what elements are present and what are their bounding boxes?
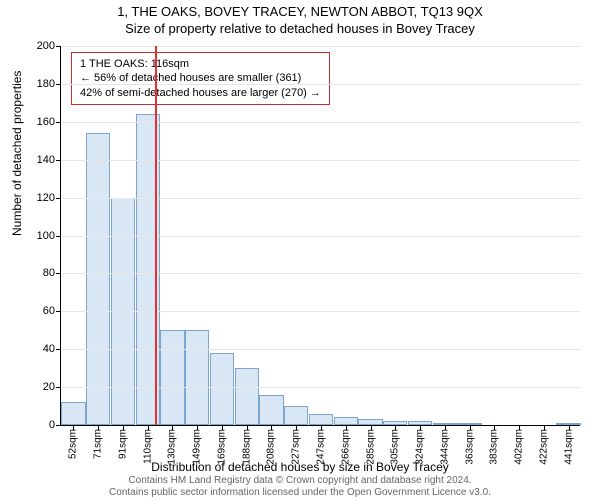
ytick-mark <box>56 198 61 199</box>
bar <box>185 330 209 425</box>
gridline <box>61 122 580 123</box>
gridline <box>61 46 580 47</box>
gridline <box>61 198 580 199</box>
gridline <box>61 84 580 85</box>
footer-line1: Contains HM Land Registry data © Crown c… <box>0 475 600 487</box>
ytick-label: 120 <box>37 192 55 204</box>
bar <box>309 414 333 425</box>
histogram-chart: 1, THE OAKS, BOVEY TRACEY, NEWTON ABBOT,… <box>0 0 600 500</box>
ytick-label: 80 <box>43 267 55 279</box>
y-axis-label: Number of detached properties <box>10 71 24 236</box>
gridline <box>61 349 580 350</box>
bar <box>259 395 283 425</box>
annotation-line1: 1 THE OAKS: 116sqm <box>80 57 321 71</box>
bar <box>334 417 358 425</box>
ytick-label: 0 <box>49 419 55 431</box>
ytick-label: 160 <box>37 116 55 128</box>
bar <box>235 368 259 425</box>
chart-title-block: 1, THE OAKS, BOVEY TRACEY, NEWTON ABBOT,… <box>0 0 600 36</box>
bar <box>160 330 184 425</box>
ytick-label: 140 <box>37 154 55 166</box>
gridline <box>61 311 580 312</box>
footer-text: Contains HM Land Registry data © Crown c… <box>0 475 600 498</box>
footer-line2: Contains public sector information licen… <box>0 487 600 499</box>
xtick-label: 71sqm <box>93 429 104 459</box>
gridline <box>61 273 580 274</box>
ytick-label: 100 <box>37 230 55 242</box>
chart-subtitle: Size of property relative to detached ho… <box>0 21 600 36</box>
ytick-mark <box>56 387 61 388</box>
bar <box>61 402 85 425</box>
xtick-label: 110sqm <box>142 429 153 464</box>
ytick-mark <box>56 349 61 350</box>
chart-title-line1: 1, THE OAKS, BOVEY TRACEY, NEWTON ABBOT,… <box>0 4 600 19</box>
x-axis-label: Distribution of detached houses by size … <box>0 460 600 474</box>
ytick-mark <box>56 84 61 85</box>
reference-line <box>155 46 157 425</box>
xtick-label: 91sqm <box>117 429 128 459</box>
ytick-label: 200 <box>37 40 55 52</box>
bar <box>210 353 234 425</box>
ytick-mark <box>56 311 61 312</box>
ytick-label: 60 <box>43 305 55 317</box>
ytick-mark <box>56 160 61 161</box>
annotation-box: 1 THE OAKS: 116sqm ← 56% of detached hou… <box>71 52 330 105</box>
bar <box>284 406 308 425</box>
annotation-line3: 42% of semi-detached houses are larger (… <box>80 86 321 100</box>
gridline <box>61 236 580 237</box>
ytick-mark <box>56 273 61 274</box>
ytick-mark <box>56 425 61 426</box>
plot-area: 1 THE OAKS: 116sqm ← 56% of detached hou… <box>60 46 580 426</box>
ytick-mark <box>56 236 61 237</box>
ytick-mark <box>56 122 61 123</box>
xtick-label: 52sqm <box>68 429 79 459</box>
ytick-label: 40 <box>43 343 55 355</box>
ytick-label: 180 <box>37 78 55 90</box>
bar <box>86 133 110 425</box>
gridline <box>61 160 580 161</box>
ytick-mark <box>56 46 61 47</box>
ytick-label: 20 <box>43 381 55 393</box>
gridline <box>61 387 580 388</box>
